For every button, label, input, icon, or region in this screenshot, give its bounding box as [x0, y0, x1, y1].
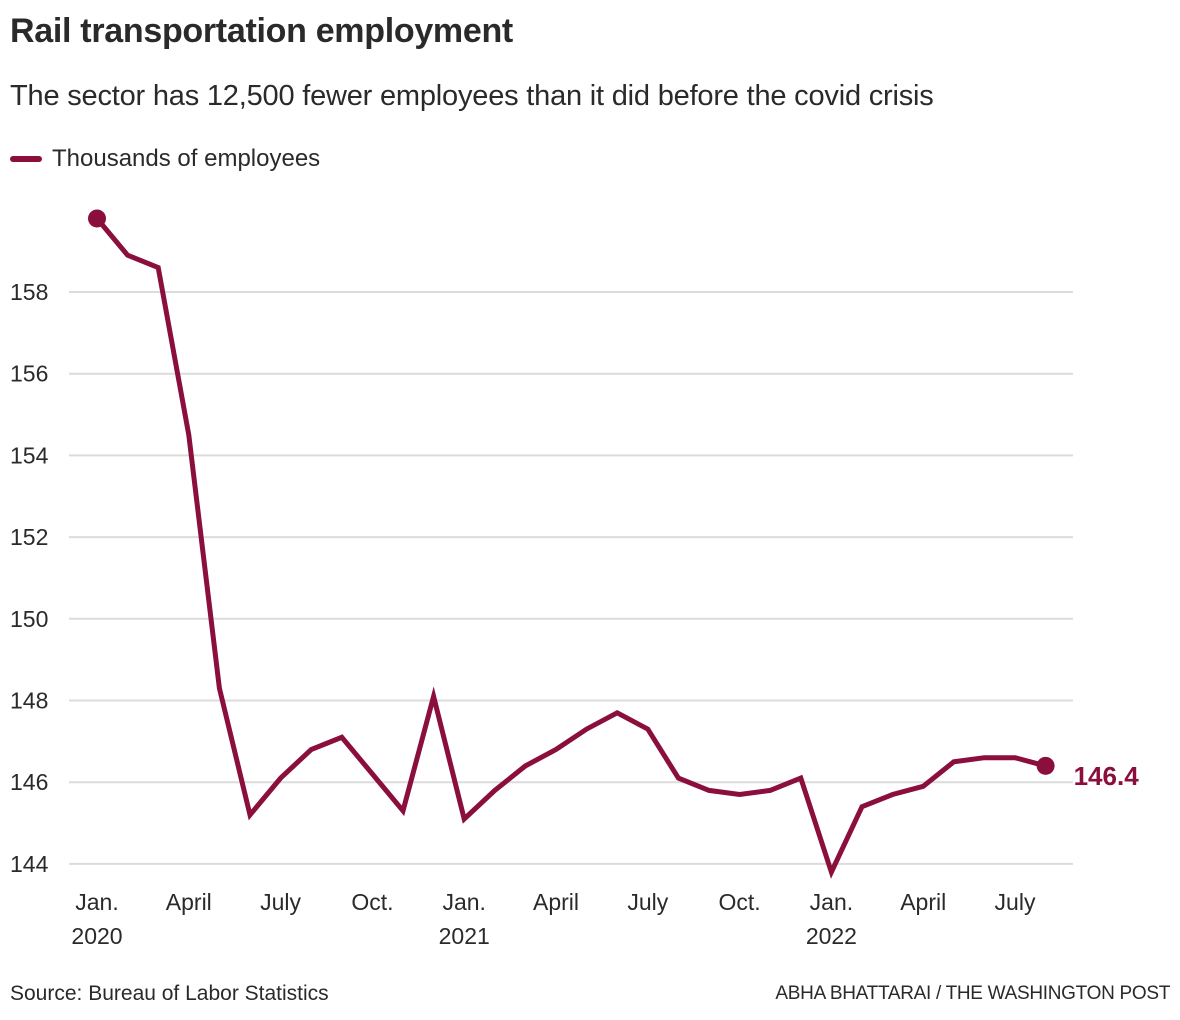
- y-tick-label: 154: [10, 442, 49, 468]
- y-tick-label: 152: [10, 524, 48, 550]
- annotations: 146.4: [1074, 761, 1140, 791]
- y-tick-label: 146: [10, 769, 48, 795]
- x-tick-year-label: 2020: [71, 923, 122, 949]
- x-tick-label: Jan.: [810, 889, 853, 915]
- x-tick-year-label: 2021: [439, 923, 490, 949]
- gridlines: [69, 291, 1073, 865]
- x-tick-label: April: [533, 889, 579, 915]
- y-axis: 144 146 148 150 152 154 156 158: [10, 279, 49, 877]
- x-tick-label: Oct.: [351, 889, 393, 915]
- y-tick-label: 148: [10, 688, 48, 714]
- x-tick-label: July: [995, 889, 1036, 915]
- x-axis: Jan. 2020 April July Oct. Jan. 2021 April July Oc…: [71, 889, 1036, 949]
- legend-label: Thousands of employees: [52, 145, 321, 172]
- chart-subtitle: The sector has 12,500 fewer employees th…: [10, 80, 934, 112]
- source-note: Source: Bureau of Labor Statistics: [10, 982, 329, 1005]
- x-tick-label: July: [627, 889, 668, 915]
- legend: Thousands of employees: [10, 145, 320, 173]
- endpoint-marker: [1036, 756, 1055, 775]
- x-tick-label: Jan.: [442, 889, 485, 915]
- y-tick-label: 144: [10, 851, 49, 877]
- series-line: [94, 216, 1049, 879]
- x-tick-label: July: [260, 889, 301, 915]
- y-tick-label: 158: [10, 279, 48, 305]
- endpoint-marker: [88, 209, 106, 228]
- x-tick-year-label: 2022: [806, 923, 857, 949]
- y-tick-label: 156: [10, 361, 48, 387]
- last-value-label: 146.4: [1074, 761, 1140, 791]
- x-tick-label: Jan.: [75, 889, 118, 915]
- y-tick-label: 150: [10, 606, 48, 632]
- x-tick-label: Oct.: [719, 889, 761, 915]
- x-tick-label: April: [900, 889, 946, 915]
- x-tick-label: April: [166, 889, 212, 915]
- legend-line-swatch: [10, 156, 42, 162]
- series: [88, 209, 1055, 879]
- chart-title: Rail transportation employment: [10, 12, 513, 50]
- credit-line: ABHA BHATTARAI / THE WASHINGTON POST: [775, 983, 1170, 1004]
